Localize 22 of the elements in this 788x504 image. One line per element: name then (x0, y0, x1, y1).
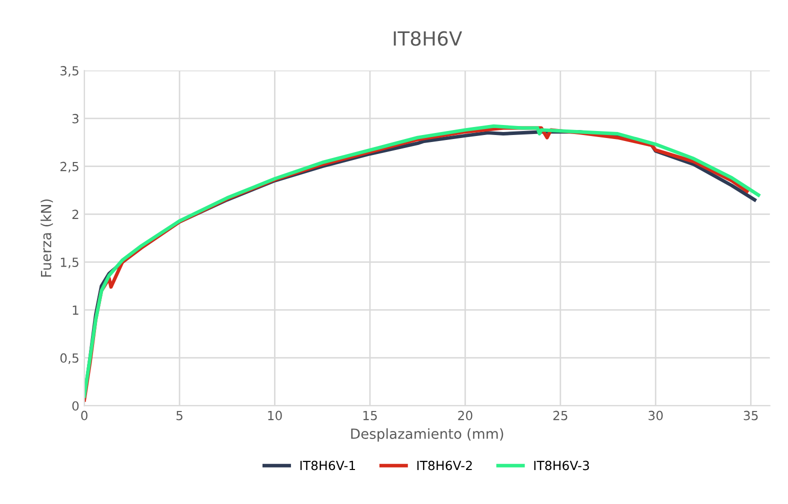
y-tick-label: 0,5 (60, 353, 78, 364)
x-axis-title: Desplazamiento (mm) (351, 428, 504, 442)
x-tick-label: 35 (744, 410, 758, 420)
y-tick-label: 2,5 (60, 162, 78, 173)
legend-label: IT8H6V-2 (417, 460, 472, 470)
y-tick-label: 3 (72, 114, 78, 124)
y-tick-label: 0 (72, 401, 79, 411)
x-tick-label: 5 (176, 410, 182, 420)
y-tick-label: 2 (72, 210, 78, 219)
x-tick-label: 0 (81, 410, 88, 420)
legend-label: IT8H6V-3 (534, 460, 589, 470)
x-tick-label: 30 (648, 410, 663, 420)
x-tick-label: 10 (268, 410, 282, 420)
x-tick-label: 20 (458, 410, 472, 420)
x-tick-label: 15 (363, 410, 377, 420)
y-tick-label: 1 (72, 306, 78, 315)
y-tick-label: 3,5 (60, 66, 78, 77)
x-tick-label: 25 (553, 410, 568, 420)
legend-label: IT8H6V-1 (300, 460, 355, 470)
chart-title: IT8H6V (394, 31, 462, 46)
y-tick-label: 1,5 (60, 258, 78, 268)
y-axis-title: Fuerza (kN) (40, 199, 53, 277)
